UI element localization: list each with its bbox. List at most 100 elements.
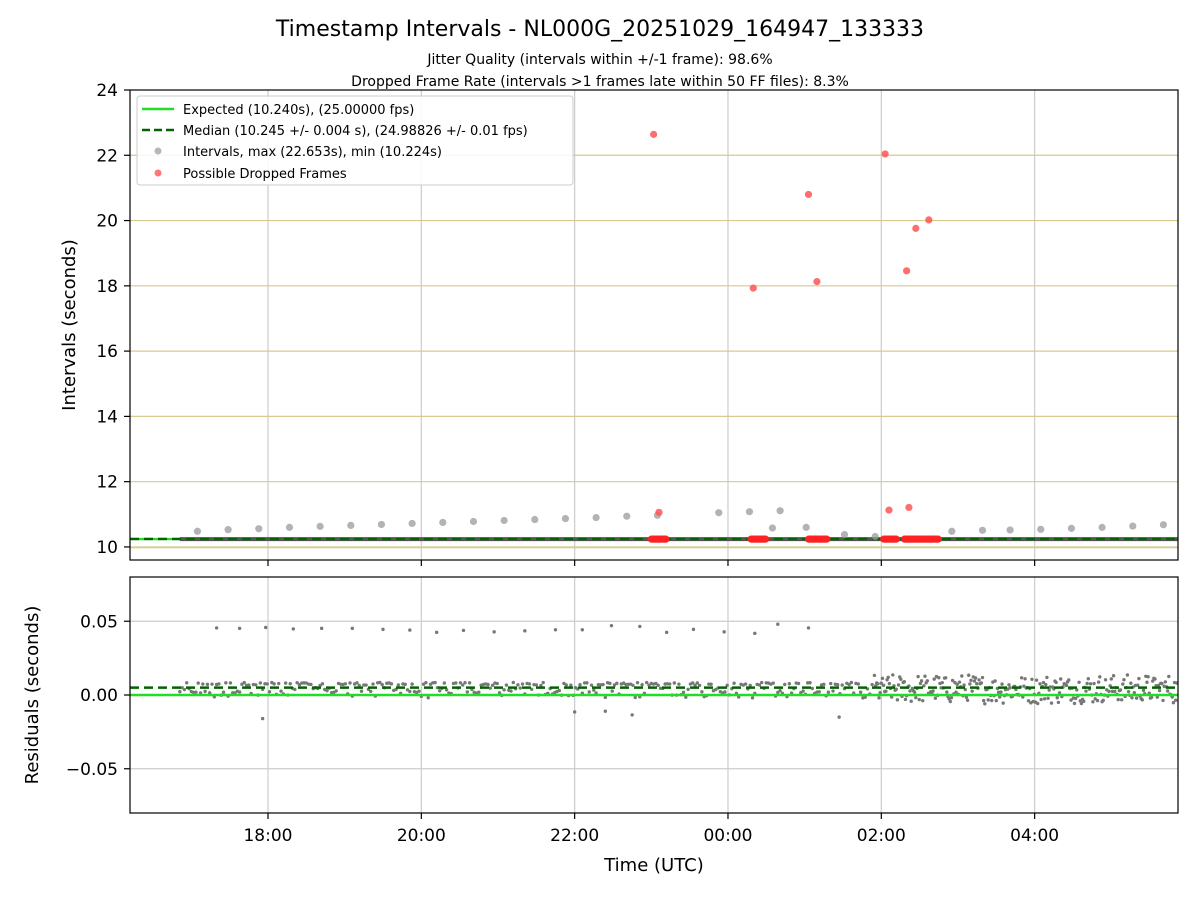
residual-point (1086, 677, 1091, 681)
residual-point (895, 698, 900, 702)
residual-point (1101, 698, 1105, 703)
interval-point (948, 527, 956, 535)
residual-point (380, 682, 384, 687)
residual-outlier-point (237, 626, 242, 631)
residual-point (309, 682, 313, 687)
residual-point (700, 690, 704, 694)
bottom-panel-y-tick-label: 0.00 (80, 686, 118, 706)
residual-point (691, 681, 695, 685)
residual-point (1092, 681, 1096, 686)
residual-point (502, 688, 506, 692)
interval-point (592, 513, 600, 522)
residual-point (886, 675, 890, 680)
residual-outlier-point (350, 626, 355, 631)
residual-point (1161, 698, 1165, 703)
residual-point (1072, 701, 1077, 706)
chart-subtitle-dropped: Dropped Frame Rate (intervals >1 frames … (351, 74, 849, 90)
residual-point (1121, 682, 1125, 686)
dropped-frame-point (813, 277, 821, 286)
residual-point (408, 689, 412, 694)
residual-point (776, 690, 780, 695)
residual-point (1107, 689, 1111, 694)
interval-point (623, 512, 631, 520)
residual-point (831, 689, 835, 693)
residual-point (1113, 689, 1117, 694)
residual-point (771, 681, 775, 685)
residual-point (1122, 678, 1126, 682)
dropped-frame-point (804, 190, 813, 199)
residual-point (564, 683, 568, 687)
residual-point (948, 699, 953, 704)
residual-point (267, 690, 272, 694)
residual-point (355, 681, 359, 685)
residual-point (265, 682, 269, 686)
residual-point (1082, 699, 1086, 704)
residual-point (1077, 680, 1081, 684)
residual-point (858, 690, 863, 694)
interval-point (255, 525, 263, 533)
residual-point (1055, 696, 1059, 700)
residual-point (1046, 696, 1050, 700)
residual-point (1044, 682, 1048, 687)
residual-point (835, 682, 840, 687)
interval-point (285, 523, 294, 531)
interval-point (500, 516, 508, 525)
interval-point (347, 521, 355, 530)
residual-point (603, 695, 608, 700)
residual-point (962, 683, 966, 687)
residual-point (486, 682, 490, 687)
residual-point (645, 680, 649, 685)
residual-point (1075, 688, 1079, 692)
interval-point (776, 507, 784, 515)
residual-point (1140, 698, 1145, 702)
residual-point (917, 697, 921, 702)
dropped-frame-point (650, 130, 658, 138)
residual-point (417, 689, 421, 693)
residual-point (986, 698, 990, 702)
residual-point (925, 679, 930, 683)
residual-point (1019, 676, 1024, 680)
residual-point (981, 698, 986, 703)
top-panel-y-tick-label: 22 (96, 146, 118, 166)
dropped-frame-cluster-point (892, 535, 901, 543)
residual-outlier-point (603, 709, 608, 713)
residual-point (668, 682, 672, 686)
residual-point (1008, 686, 1012, 690)
residual-point (1007, 683, 1011, 687)
residual-point (477, 690, 481, 694)
residual-point (1130, 696, 1134, 700)
residual-point (677, 682, 681, 686)
residual-point (750, 696, 755, 700)
residual-point (880, 676, 885, 681)
residual-outlier-point (776, 622, 780, 626)
residual-point (359, 689, 364, 693)
residual-point (277, 681, 281, 686)
residual-outlier-point (837, 715, 841, 719)
residual-point (410, 682, 414, 686)
residual-point (847, 682, 851, 687)
residual-point (610, 689, 614, 693)
residual-point (932, 677, 936, 681)
residual-point (1023, 677, 1027, 681)
residual-point (185, 681, 189, 685)
interval-point (1037, 525, 1045, 533)
residual-point (999, 690, 1003, 694)
residual-point (1132, 690, 1137, 695)
residual-point (909, 699, 913, 703)
residual-point (654, 681, 658, 686)
residual-point (980, 675, 985, 680)
residual-point (970, 689, 974, 693)
residual-outlier-point (408, 628, 412, 632)
residual-outlier-point (691, 627, 696, 632)
residual-point (1118, 688, 1123, 692)
residual-point (977, 678, 981, 682)
residual-point (1054, 680, 1058, 685)
residual-point (732, 681, 736, 685)
residual-point (849, 680, 854, 685)
residual-point (454, 681, 458, 685)
residual-point (196, 681, 200, 685)
residual-point (334, 689, 338, 693)
interval-point (316, 522, 324, 530)
residual-point (295, 680, 299, 685)
residual-point (608, 681, 612, 686)
